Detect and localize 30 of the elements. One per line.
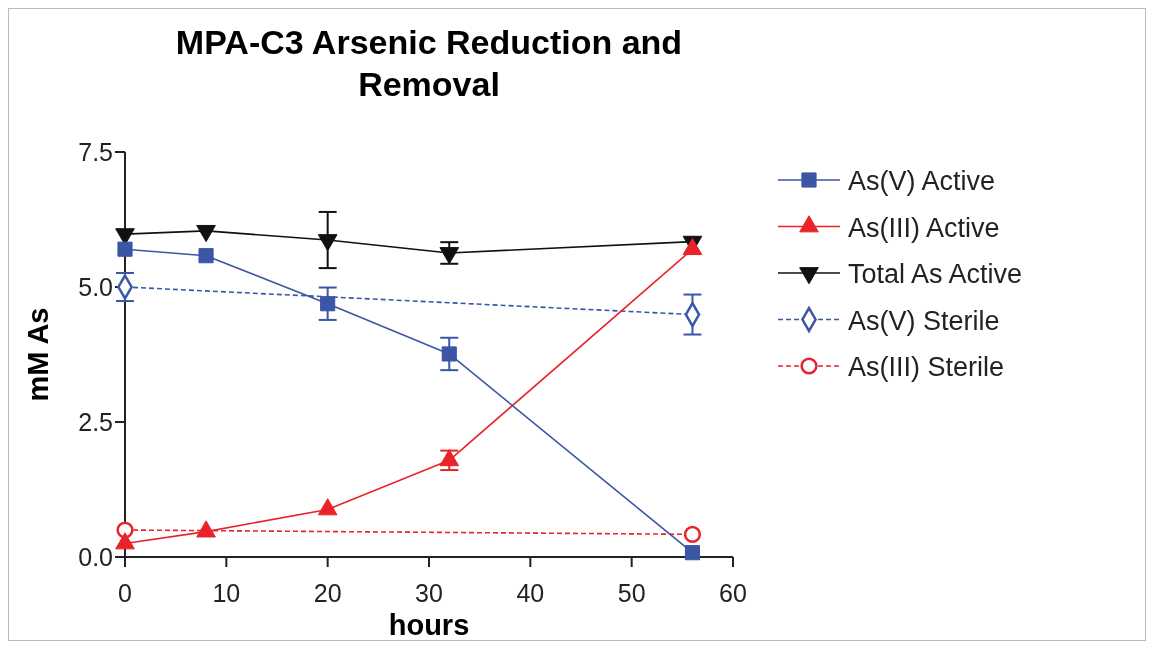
x-axis-title: hours [388,609,470,641]
y-tick-label: 0.0 [78,543,113,571]
point [117,241,133,257]
point [317,234,338,252]
point [320,296,336,312]
y-tick-label: 5.0 [78,273,113,301]
point [439,449,460,467]
x-tick-label: 20 [313,579,342,607]
x-tick-label: 30 [415,579,443,607]
legend-label: Total As Active [848,259,1023,289]
y-axis-title: mM As [22,307,54,402]
legend-label: As(V) Active [848,166,996,196]
point [441,346,457,362]
x-tick-label: 0 [118,579,132,607]
x-tick-label: 50 [617,579,646,607]
y-tick-label: 7.5 [78,138,113,166]
point [198,248,214,264]
legend-label: As(III) Active [848,212,1000,243]
point [115,532,135,550]
chart-title: MPA-C3 Arsenic Reduction and Removal [175,23,683,103]
point [196,520,216,538]
x-tick-label: 10 [212,579,241,607]
y-tick-label: 2.5 [78,408,113,436]
x-tick-label: 40 [516,579,545,607]
point [196,224,216,243]
legend-label: As(V) Sterile [848,305,1000,336]
point [439,247,460,265]
x-tick-label: 60 [719,579,747,607]
point [317,498,338,516]
legend-label: As(III) Sterile [848,352,1005,382]
